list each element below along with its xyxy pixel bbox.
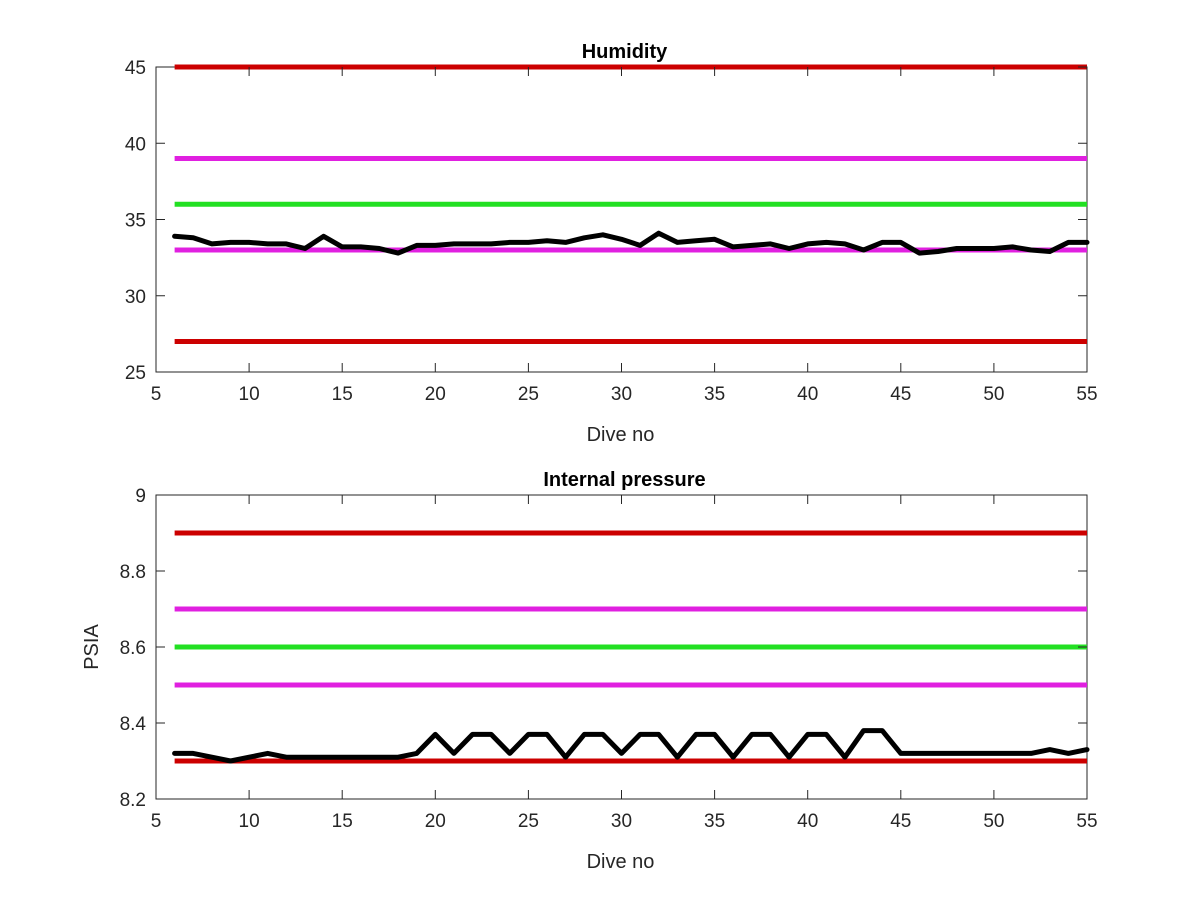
x-tick-label: 20 (425, 811, 446, 832)
x-tick-label: 45 (890, 811, 911, 832)
y-tick-label: 8.8 (120, 562, 146, 583)
x-tick-label: 30 (611, 384, 632, 405)
y-tick-label: 8.2 (120, 790, 146, 811)
x-tick-label: 25 (518, 811, 539, 832)
y-tick-label: 35 (125, 211, 146, 232)
y-tick-label: 30 (125, 287, 146, 308)
x-tick-label: 10 (239, 811, 260, 832)
x-tick-label: 25 (518, 384, 539, 405)
y-tick-label: 8.4 (120, 714, 147, 735)
y-tick-label: 25 (125, 363, 146, 384)
x-tick-label: 40 (797, 384, 818, 405)
y-tick-label: 8.6 (120, 638, 146, 659)
y-axis-label: PSIA (81, 624, 103, 670)
x-tick-label: 5 (151, 811, 162, 832)
chart-title: Internal pressure (543, 469, 705, 491)
chart-title: Humidity (582, 41, 668, 63)
x-tick-label: 5 (151, 384, 162, 405)
axes-box (155, 66, 1088, 373)
humidity-chart: 5 10 15 20 25 30 35 40 45 50 55 25 30 35 40 45 Humidity D… (125, 41, 1098, 446)
internal-pressure-chart: 5 10 15 20 25 30 35 40 45 50 55 8.2 8.4 8.6 8.8 9 Intern… (81, 469, 1098, 873)
x-tick-label: 40 (797, 811, 818, 832)
x-tick-label: 50 (983, 384, 1004, 405)
x-tick-label: 15 (332, 811, 353, 832)
x-axis-label: Dive no (587, 424, 655, 446)
x-tick-label: 50 (983, 811, 1004, 832)
x-tick-label: 15 (332, 384, 353, 405)
series-line (172, 728, 1090, 764)
x-tick-label: 35 (704, 811, 725, 832)
x-tick-label: 20 (425, 384, 446, 405)
series-line (172, 230, 1090, 256)
x-tick-label: 30 (611, 811, 632, 832)
x-axis-label: Dive no (587, 851, 655, 873)
x-tick-label: 45 (890, 384, 911, 405)
x-tick-label: 10 (239, 384, 260, 405)
x-tick-label: 35 (704, 384, 725, 405)
y-tick-label: 45 (125, 58, 146, 79)
y-tick-label: 40 (125, 134, 146, 155)
x-tick-label: 55 (1076, 384, 1097, 405)
y-tick-label: 9 (135, 486, 146, 507)
x-tick-label: 55 (1076, 811, 1097, 832)
